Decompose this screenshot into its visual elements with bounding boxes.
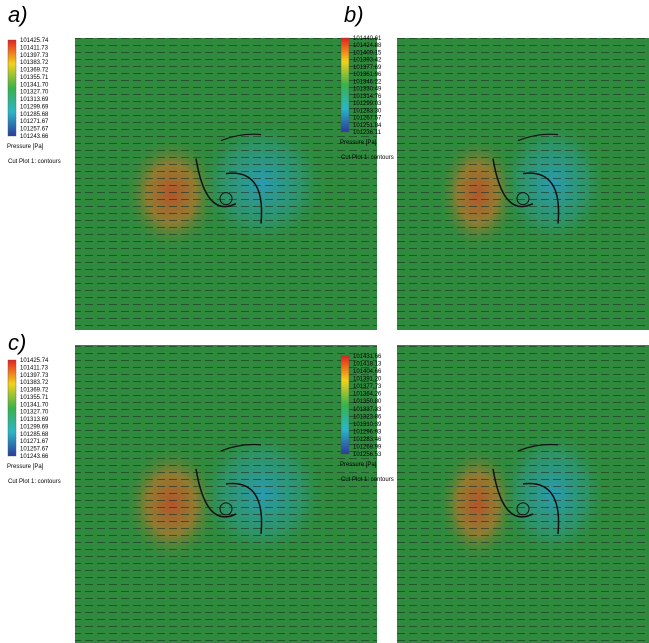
legend-value: 101327.70 bbox=[20, 90, 49, 96]
legend-value: 101285.68 bbox=[20, 112, 49, 118]
legend-value: 101404.66 bbox=[353, 369, 382, 375]
legend-value: 101299.69 bbox=[20, 104, 49, 110]
legend-value: 101397.73 bbox=[20, 53, 49, 59]
vector-field bbox=[397, 345, 649, 643]
figure: a)101425.74101411.73101397.73101383.7210… bbox=[0, 0, 649, 643]
plot-name: Cut Plot 1: contours bbox=[341, 477, 394, 483]
legend-value: 101327.70 bbox=[20, 410, 49, 416]
legend-value: 101346.22 bbox=[353, 79, 382, 85]
plot-name: Cut Plot 1: contours bbox=[8, 479, 61, 485]
legend-value: 101364.26 bbox=[353, 392, 382, 398]
legend-value: 101383.72 bbox=[20, 60, 49, 66]
vector-field bbox=[397, 38, 649, 330]
colorbar bbox=[8, 360, 16, 456]
legend-value: 101369.72 bbox=[20, 388, 49, 394]
legend-value: 101299.03 bbox=[353, 101, 382, 107]
legend-value: 101256.53 bbox=[353, 452, 382, 458]
legend-value: 101243.66 bbox=[20, 454, 49, 460]
legend-value: 101251.84 bbox=[353, 123, 382, 129]
vector-field bbox=[75, 345, 377, 643]
legend-value: 101236.11 bbox=[353, 130, 382, 136]
legend-unit: Pressure [Pa] bbox=[7, 464, 44, 470]
legend-value: 101269.99 bbox=[353, 444, 382, 450]
legend-value: 101440.61 bbox=[353, 36, 382, 42]
colorbar bbox=[341, 38, 349, 132]
legend-value: 101424.88 bbox=[353, 43, 382, 49]
legend-value: 101418.13 bbox=[353, 362, 382, 368]
legend-value: 101383.72 bbox=[20, 380, 49, 386]
legend-value: 101271.67 bbox=[20, 119, 49, 125]
legend-value: 101337.33 bbox=[353, 407, 382, 413]
legend-value: 101350.80 bbox=[353, 399, 382, 405]
legend-value: 101377.73 bbox=[353, 384, 382, 390]
legend-value: 101377.69 bbox=[353, 65, 382, 71]
legend-value: 101299.69 bbox=[20, 424, 49, 430]
legend-value: 101283.30 bbox=[353, 108, 382, 114]
legend-value: 101425.74 bbox=[20, 38, 49, 44]
legend-value: 101257.67 bbox=[20, 127, 49, 133]
legend-unit: Pressure [Pa] bbox=[340, 140, 377, 146]
legend-value: 101391.20 bbox=[353, 377, 382, 383]
legend-value: 101361.96 bbox=[353, 72, 382, 78]
legend-value: 101313.69 bbox=[20, 97, 49, 103]
panel-label: c) bbox=[8, 330, 26, 355]
legend-value: 101355.71 bbox=[20, 75, 49, 81]
legend-value: 101257.67 bbox=[20, 447, 49, 453]
legend-unit: Pressure [Pa] bbox=[7, 144, 44, 150]
vector-field bbox=[75, 38, 377, 330]
legend-value: 101411.73 bbox=[20, 365, 49, 371]
legend-value: 101341.70 bbox=[20, 82, 49, 88]
legend-value: 101431.66 bbox=[353, 354, 382, 360]
legend-value: 101267.57 bbox=[353, 116, 382, 122]
legend-value: 101314.76 bbox=[353, 94, 382, 100]
panel-label: b) bbox=[344, 2, 364, 27]
legend-value: 101243.66 bbox=[20, 134, 49, 140]
panel-label: a) bbox=[8, 2, 28, 27]
legend-value: 101369.72 bbox=[20, 68, 49, 74]
legend-value: 101355.71 bbox=[20, 395, 49, 401]
legend-value: 101296.93 bbox=[353, 429, 382, 435]
legend-value: 101283.46 bbox=[353, 437, 382, 443]
legend-value: 101330.49 bbox=[353, 87, 382, 93]
legend-value: 101409.15 bbox=[353, 50, 382, 56]
plot-name: Cut Plot 1: contours bbox=[8, 159, 61, 165]
legend-value: 101323.86 bbox=[353, 414, 382, 420]
legend-value: 101425.74 bbox=[20, 358, 49, 364]
colorbar bbox=[341, 356, 349, 454]
legend-value: 101393.42 bbox=[353, 58, 382, 64]
legend-value: 101310.39 bbox=[353, 422, 382, 428]
colorbar bbox=[8, 40, 16, 136]
legend-value: 101313.69 bbox=[20, 417, 49, 423]
legend-value: 101271.67 bbox=[20, 439, 49, 445]
plot-name: Cut Plot 1: contours bbox=[341, 155, 394, 161]
legend-value: 101397.73 bbox=[20, 373, 49, 379]
legend-value: 101411.73 bbox=[20, 45, 49, 51]
legend-value: 101285.68 bbox=[20, 432, 49, 438]
legend-unit: Pressure [Pa] bbox=[340, 462, 377, 468]
legend-value: 101341.70 bbox=[20, 402, 49, 408]
